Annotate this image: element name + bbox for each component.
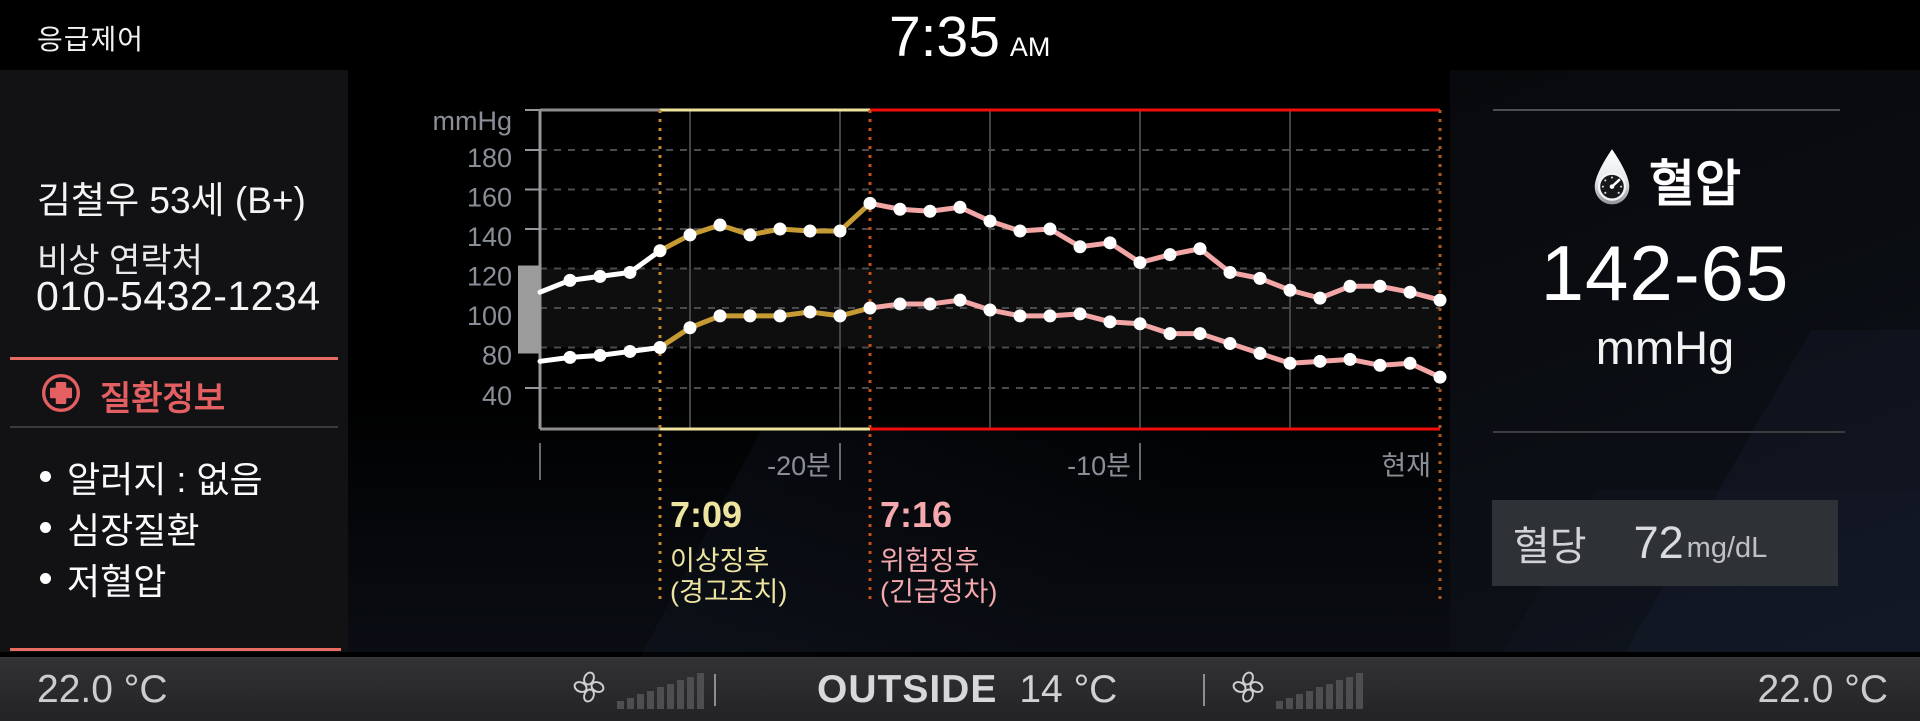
list-item: 알러지 : 없음 bbox=[40, 451, 340, 502]
svg-text:위험징후: 위험징후 bbox=[880, 546, 979, 576]
fan-control-right[interactable] bbox=[1232, 671, 1363, 709]
glucose-box: 혈당 72 mg/dL bbox=[1492, 500, 1838, 586]
blood-pressure-header: 혈압 bbox=[1450, 144, 1880, 216]
disease-list: 알러지 : 없음 심장질환 저혈압 bbox=[40, 451, 340, 604]
status-divider bbox=[714, 673, 716, 706]
clock: 7:35 AM bbox=[889, 4, 1050, 70]
clock-meridiem: AM bbox=[1009, 32, 1051, 62]
vitals-divider-bottom bbox=[1493, 431, 1845, 433]
glucose-label: 혈당 bbox=[1513, 525, 1587, 569]
blood-pressure-chart: mmHg 180 160 140 120 100 80 40 -20분 -10분 현재 7:09 이상징… bbox=[433, 106, 1447, 607]
bullet-icon bbox=[40, 471, 51, 482]
bullet-icon bbox=[40, 573, 51, 584]
svg-text:160: 160 bbox=[467, 183, 512, 213]
list-item-label: 저혈압 bbox=[67, 560, 167, 602]
clock-time: 7:35 bbox=[888, 5, 1000, 69]
svg-text:40: 40 bbox=[482, 381, 512, 411]
fan-control-left[interactable] bbox=[573, 671, 704, 709]
chart-panel-background bbox=[348, 70, 1450, 652]
svg-text:7:09: 7:09 bbox=[670, 494, 742, 535]
page-title: 응급제어 bbox=[37, 24, 145, 55]
fan-icon bbox=[1232, 671, 1264, 708]
list-item: 저혈압 bbox=[40, 553, 340, 604]
svg-text:-20분: -20분 bbox=[767, 451, 831, 481]
cabin-temp-right[interactable]: 22.0 °C bbox=[1757, 667, 1888, 711]
status-divider bbox=[1203, 673, 1205, 706]
emergency-contact-label: 비상 연락처 bbox=[37, 242, 203, 280]
cabin-temp-left[interactable]: 22.0 °C bbox=[37, 667, 168, 711]
svg-text:mmHg: mmHg bbox=[433, 106, 513, 136]
svg-text:7:16: 7:16 bbox=[880, 494, 952, 535]
svg-text:(경고조치): (경고조치) bbox=[670, 577, 787, 607]
emergency-contact-number: 010-5432-1234 bbox=[36, 273, 321, 319]
fan-icon bbox=[573, 671, 605, 708]
svg-text:(긴급정차): (긴급정차) bbox=[880, 577, 997, 607]
medical-cross-icon bbox=[40, 372, 82, 419]
blood-drop-gauge-icon bbox=[1589, 146, 1635, 215]
blood-pressure-label: 혈압 bbox=[1649, 156, 1741, 212]
patient-sidebar: 김철우 53세 (B+) 비상 연락처 010-5432-1234 질환정보 알… bbox=[0, 70, 348, 652]
vitals-panel: 혈압 142-65 mmHg 혈당 72 mg/dL bbox=[1450, 70, 1920, 652]
sidebar-bottom-accent bbox=[10, 648, 341, 651]
svg-text:100: 100 bbox=[467, 301, 512, 331]
header-bar: 응급제어 7:35 AM bbox=[0, 0, 1920, 71]
sidebar-divider-gray bbox=[10, 426, 338, 428]
outside-temp-value: 14 °C bbox=[1019, 667, 1118, 711]
outside-temp-display: OUTSIDE 14 °C bbox=[817, 668, 1117, 712]
svg-text:180: 180 bbox=[467, 143, 512, 173]
fan-level-bars[interactable] bbox=[617, 671, 704, 709]
sidebar-divider-red bbox=[10, 357, 338, 360]
blood-pressure-reading: 142-65 bbox=[1540, 229, 1790, 317]
list-item-label: 심장질환 bbox=[67, 509, 200, 551]
svg-text:140: 140 bbox=[467, 222, 512, 252]
glucose-unit: mg/dL bbox=[1686, 531, 1768, 564]
fan-level-bars[interactable] bbox=[1276, 671, 1363, 709]
svg-text:현재: 현재 bbox=[1381, 451, 1431, 481]
disease-info-title: 질환정보 bbox=[100, 380, 226, 418]
patient-name: 김철우 53세 (B+) bbox=[37, 180, 306, 221]
svg-text:120: 120 bbox=[467, 262, 512, 292]
vitals-divider-top bbox=[1493, 109, 1840, 111]
glucose-value: 72 bbox=[1633, 517, 1684, 568]
climate-status-bar: 22.0 °C OUTSIDE 14 °C bbox=[0, 657, 1920, 721]
outside-label: OUTSIDE bbox=[817, 667, 998, 711]
bullet-icon bbox=[40, 522, 51, 533]
svg-text:-10분: -10분 bbox=[1067, 451, 1131, 481]
list-item-label: 알러지 : 없음 bbox=[67, 458, 263, 500]
disease-info-header: 질환정보 bbox=[40, 371, 225, 420]
svg-text:이상징후: 이상징후 bbox=[670, 546, 769, 576]
blood-pressure-unit: mmHg bbox=[1595, 321, 1735, 374]
svg-text:80: 80 bbox=[482, 341, 512, 371]
list-item: 심장질환 bbox=[40, 502, 340, 553]
